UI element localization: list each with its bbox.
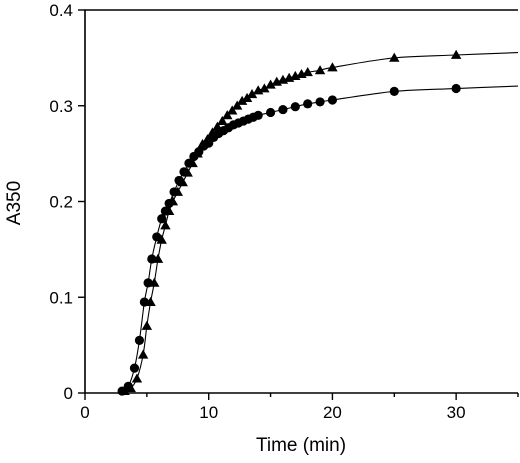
circle-point <box>179 167 189 177</box>
circle-point <box>160 206 171 216</box>
data-markers <box>117 49 462 396</box>
x-tick-label: 20 <box>323 403 342 422</box>
triangle-point <box>236 95 248 105</box>
circle-point <box>278 104 288 115</box>
y-tick-label: 0.4 <box>49 1 73 20</box>
triangle-point <box>231 100 243 110</box>
circle-point <box>389 86 399 96</box>
y-axis-label: A350 <box>4 181 25 225</box>
triangle-point <box>327 62 338 72</box>
y-tick-label: 0.2 <box>49 193 73 212</box>
triangle-point <box>227 105 238 115</box>
x-tick-label: 10 <box>199 403 218 422</box>
circle-point <box>123 381 133 391</box>
circle-point <box>174 175 184 186</box>
x-tick-label: 30 <box>447 403 466 422</box>
triangle-point <box>314 65 326 75</box>
circle-point <box>327 95 338 105</box>
triangle-point <box>131 373 143 383</box>
triangle-point <box>389 52 400 62</box>
circle-point <box>152 232 162 242</box>
circle-point <box>303 99 313 109</box>
circle-point <box>253 110 263 120</box>
triangle-point <box>160 220 171 230</box>
triangle-point <box>450 49 462 59</box>
circle-series-line <box>121 85 519 392</box>
triangle-point <box>241 92 253 102</box>
circle-point <box>164 198 174 209</box>
triangle-point <box>222 110 233 120</box>
triangle-point <box>217 115 228 125</box>
axis-ticks <box>78 9 519 400</box>
triangle-point <box>302 67 313 77</box>
y-tick-label: 0.3 <box>49 97 73 116</box>
circle-point <box>451 83 461 94</box>
triangle-point <box>137 349 149 359</box>
x-axis-label: Time (min) <box>256 435 346 456</box>
circle-point <box>129 363 140 373</box>
circle-point <box>143 278 153 288</box>
circle-point <box>184 158 194 168</box>
plot-axes <box>84 9 518 394</box>
circle-point <box>315 97 325 107</box>
y-tick-label: 0 <box>64 384 73 403</box>
circle-point <box>134 335 145 345</box>
circle-point <box>265 107 276 118</box>
y-tick-label: 0.1 <box>49 288 73 307</box>
triangle-point <box>141 320 153 330</box>
triangle-point <box>259 83 270 93</box>
circle-point <box>157 214 167 224</box>
triangle-point <box>156 234 167 244</box>
triangle-point <box>265 79 276 89</box>
tick-labels: 0 10 20 30 0 0.1 0.2 0.3 0.4 <box>49 1 465 422</box>
x-tick-label: 0 <box>80 403 89 422</box>
circle-point <box>169 187 179 197</box>
circle-point <box>139 297 149 307</box>
circle-point <box>147 254 157 264</box>
triangle-point <box>246 89 258 99</box>
circle-point <box>290 102 300 112</box>
